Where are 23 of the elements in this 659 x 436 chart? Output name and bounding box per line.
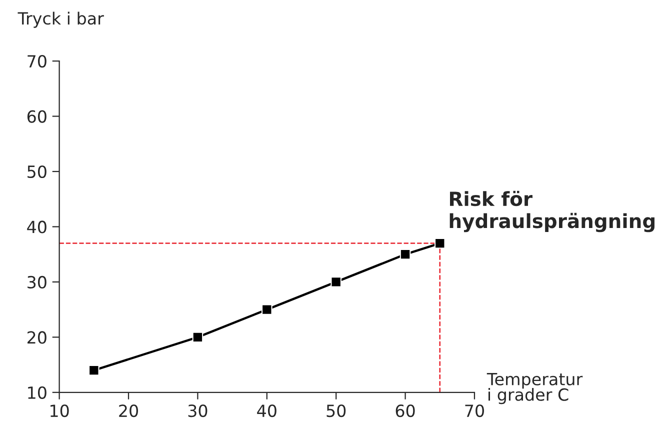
point bbox=[330, 276, 342, 288]
x-tick-label: 30 bbox=[188, 404, 208, 418]
x-tick-label: 10 bbox=[50, 404, 69, 418]
x-tick-label: 60 bbox=[396, 404, 415, 418]
y-axis-title: Tryck i bar bbox=[18, 12, 104, 28]
y-tick-label: 30 bbox=[28, 276, 46, 289]
y-tick-label: 20 bbox=[28, 331, 46, 344]
x-tick-label: 50 bbox=[326, 404, 346, 418]
x-axis-title: Temperatur i grader C bbox=[486, 373, 583, 404]
y-tick-label: 10 bbox=[28, 386, 46, 399]
y-tick-label: 40 bbox=[27, 220, 46, 234]
y-tick-label: 70 bbox=[28, 55, 46, 68]
annotation: Risk för hydraulsprängning bbox=[450, 190, 654, 232]
point bbox=[400, 248, 411, 260]
x-tick-label: 20 bbox=[119, 404, 138, 418]
x-tick-label: 40 bbox=[257, 404, 276, 418]
point bbox=[88, 364, 100, 376]
point bbox=[192, 332, 204, 343]
point bbox=[434, 238, 446, 249]
x-tick-label: 70 bbox=[465, 404, 484, 418]
point bbox=[262, 304, 272, 315]
y-tick-label: 50 bbox=[28, 165, 46, 178]
y-tick-label: 60 bbox=[27, 110, 46, 123]
